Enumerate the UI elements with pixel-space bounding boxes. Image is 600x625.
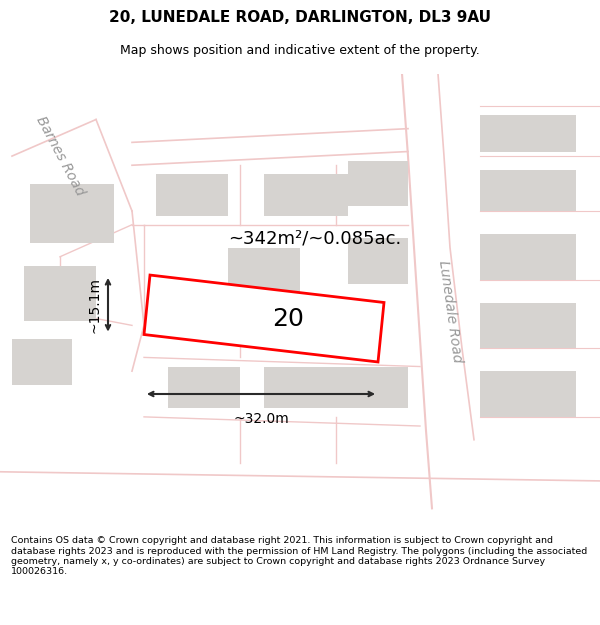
Bar xyxy=(156,174,228,216)
Text: ~15.1m: ~15.1m xyxy=(88,277,102,332)
Text: Map shows position and indicative extent of the property.: Map shows position and indicative extent… xyxy=(120,44,480,57)
Bar xyxy=(480,115,576,151)
Text: Contains OS data © Crown copyright and database right 2021. This information is : Contains OS data © Crown copyright and d… xyxy=(11,536,587,576)
Text: ~342m²/~0.085ac.: ~342m²/~0.085ac. xyxy=(228,229,401,248)
Text: Lunedale Road: Lunedale Road xyxy=(436,259,464,364)
Bar xyxy=(12,339,72,385)
Bar xyxy=(30,184,114,243)
Bar xyxy=(264,366,348,408)
Bar xyxy=(228,248,300,293)
Bar xyxy=(480,170,576,211)
Bar xyxy=(348,161,408,206)
Bar xyxy=(168,366,240,408)
Text: ~32.0m: ~32.0m xyxy=(233,412,289,426)
Bar xyxy=(480,302,576,348)
Bar xyxy=(348,366,408,408)
Text: 20, LUNEDALE ROAD, DARLINGTON, DL3 9AU: 20, LUNEDALE ROAD, DARLINGTON, DL3 9AU xyxy=(109,11,491,26)
Polygon shape xyxy=(144,275,384,362)
Bar xyxy=(24,266,96,321)
Bar xyxy=(480,234,576,279)
Text: Barnes Road: Barnes Road xyxy=(33,114,87,198)
Bar xyxy=(480,371,576,417)
Bar xyxy=(264,174,348,216)
Text: 20: 20 xyxy=(272,306,304,331)
Bar xyxy=(348,239,408,284)
